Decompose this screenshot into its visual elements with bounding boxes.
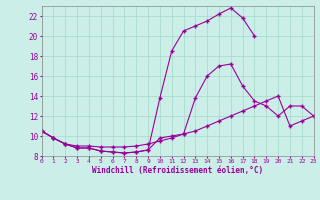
X-axis label: Windchill (Refroidissement éolien,°C): Windchill (Refroidissement éolien,°C) [92, 166, 263, 175]
